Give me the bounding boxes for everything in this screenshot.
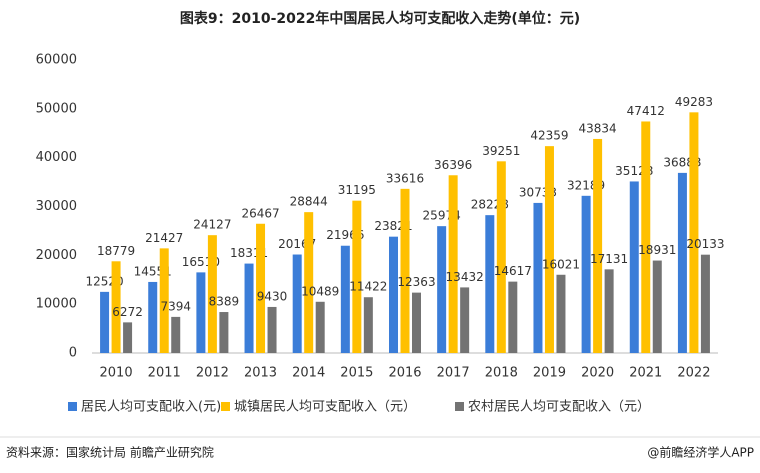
bar xyxy=(100,291,110,353)
bar xyxy=(340,245,350,353)
chart-title: 图表9：2010-2022年中国居民人均可支配收入走势(单位：元) xyxy=(180,10,580,27)
y-tick-label: 20000 xyxy=(36,248,77,263)
value-label: 13432 xyxy=(446,270,484,284)
value-label: 10489 xyxy=(301,284,339,298)
bar xyxy=(111,261,121,353)
value-label: 18931 xyxy=(638,243,676,257)
value-label: 9430 xyxy=(257,289,288,303)
y-tick-label: 0 xyxy=(69,346,77,361)
value-label: 16021 xyxy=(542,257,580,271)
value-label: 28844 xyxy=(290,195,328,209)
x-tick-label: 2013 xyxy=(244,366,277,381)
y-tick-label: 50000 xyxy=(36,101,77,116)
value-label: 47412 xyxy=(627,104,665,118)
value-label: 7394 xyxy=(160,299,191,313)
value-label: 14617 xyxy=(494,264,532,278)
bar xyxy=(604,269,614,353)
bar xyxy=(171,316,181,353)
bar xyxy=(207,235,217,353)
y-tick-label: 60000 xyxy=(36,53,77,68)
value-label: 39251 xyxy=(482,144,520,158)
bar xyxy=(159,248,169,353)
value-label: 8389 xyxy=(209,295,240,309)
x-tick-label: 2016 xyxy=(388,366,421,381)
x-tick-label: 2018 xyxy=(485,366,518,381)
bar xyxy=(629,181,639,353)
source: 资料来源：国家统计局 前瞻产业研究院 xyxy=(6,445,214,460)
bar xyxy=(485,215,495,353)
value-label: 24127 xyxy=(193,218,231,232)
x-tick-label: 2020 xyxy=(581,366,614,381)
bar xyxy=(689,112,699,353)
bar xyxy=(363,297,373,353)
x-tick-label: 2019 xyxy=(533,366,566,381)
value-label: 31195 xyxy=(338,183,376,197)
value-label: 33616 xyxy=(386,171,424,185)
x-tick-label: 2010 xyxy=(100,366,133,381)
bar xyxy=(219,312,229,353)
value-label: 43834 xyxy=(579,121,617,135)
legend-swatch xyxy=(455,402,464,411)
value-label: 12363 xyxy=(397,275,435,289)
bar xyxy=(496,161,506,353)
x-tick-label: 2021 xyxy=(629,366,662,381)
bar xyxy=(544,146,554,353)
bar xyxy=(123,322,133,353)
bar xyxy=(412,292,421,353)
bar xyxy=(437,226,447,353)
bar xyxy=(581,195,591,353)
credit: @前瞻经济学人APP xyxy=(647,445,754,460)
bar xyxy=(652,260,662,353)
x-tick-label: 2017 xyxy=(437,366,470,381)
bar xyxy=(641,121,651,353)
x-tick-label: 2011 xyxy=(148,366,181,381)
bar xyxy=(700,254,710,353)
x-tick-label: 2015 xyxy=(340,366,373,381)
bar xyxy=(593,138,603,353)
y-tick-label: 10000 xyxy=(36,297,77,312)
bar xyxy=(389,236,398,353)
value-label: 49283 xyxy=(675,95,713,109)
x-tick-label: 2014 xyxy=(292,366,325,381)
value-label: 26467 xyxy=(241,206,279,220)
legend-label: 居民人均可支配收入(元) xyxy=(81,400,221,415)
bar xyxy=(448,175,458,353)
value-label: 36396 xyxy=(434,158,472,172)
bar xyxy=(244,263,254,353)
bar xyxy=(533,202,543,353)
bar xyxy=(677,172,687,353)
y-tick-label: 30000 xyxy=(36,199,77,214)
legend-label: 城镇居民人均可支配收入（元） xyxy=(234,400,416,415)
bar xyxy=(196,272,206,353)
bar xyxy=(256,223,266,353)
legend-swatch xyxy=(221,402,230,411)
value-label: 21427 xyxy=(145,231,183,245)
bar xyxy=(292,254,302,353)
bar xyxy=(148,281,158,353)
value-label: 20133 xyxy=(686,237,724,251)
bar xyxy=(304,212,314,353)
bar xyxy=(460,287,470,353)
y-tick-label: 40000 xyxy=(36,150,77,165)
bar xyxy=(556,274,566,353)
value-label: 17131 xyxy=(590,252,628,266)
bar xyxy=(315,301,325,353)
x-tick-label: 2012 xyxy=(196,366,229,381)
value-label: 18779 xyxy=(97,244,135,258)
legend-label: 农村居民人均可支配收入（元） xyxy=(468,400,650,415)
bar xyxy=(352,200,362,353)
bar xyxy=(267,306,277,353)
value-label: 11422 xyxy=(349,280,387,294)
legend-swatch xyxy=(68,402,77,411)
x-tick-label: 2022 xyxy=(677,366,710,381)
value-label: 42359 xyxy=(530,129,568,143)
bar xyxy=(400,188,410,353)
value-label: 6272 xyxy=(112,305,143,319)
bar xyxy=(508,281,518,353)
